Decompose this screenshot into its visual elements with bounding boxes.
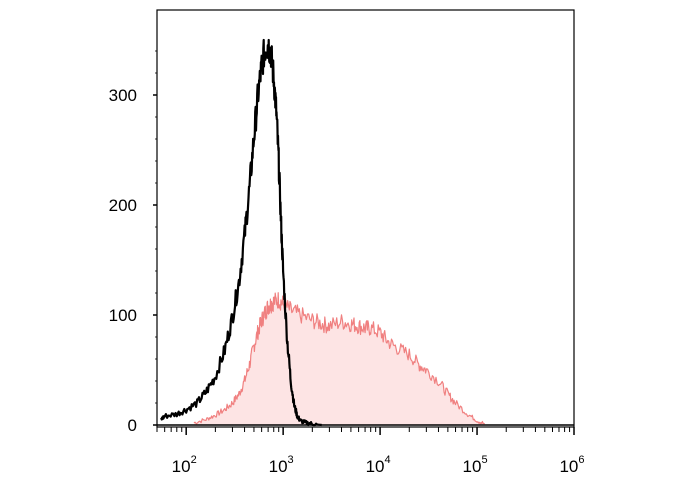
x-tick-label: 104 <box>366 454 391 476</box>
series-0-line <box>160 38 322 427</box>
y-tick-label: 300 <box>109 86 137 105</box>
y-tick-label: 200 <box>109 196 137 215</box>
x-tick-label: 106 <box>559 454 584 476</box>
series-1-fill <box>193 292 485 425</box>
y-tick-label: 100 <box>109 306 137 325</box>
series-layer <box>157 38 574 427</box>
axis-layer: 102 103 104 105 106 0 100 200 300 <box>109 50 585 476</box>
y-tick-label: 0 <box>128 416 137 435</box>
x-tick-label: 105 <box>463 454 488 476</box>
x-tick-label: 103 <box>269 454 294 476</box>
series-1-line <box>193 292 485 425</box>
x-tick-label: 102 <box>172 454 197 476</box>
